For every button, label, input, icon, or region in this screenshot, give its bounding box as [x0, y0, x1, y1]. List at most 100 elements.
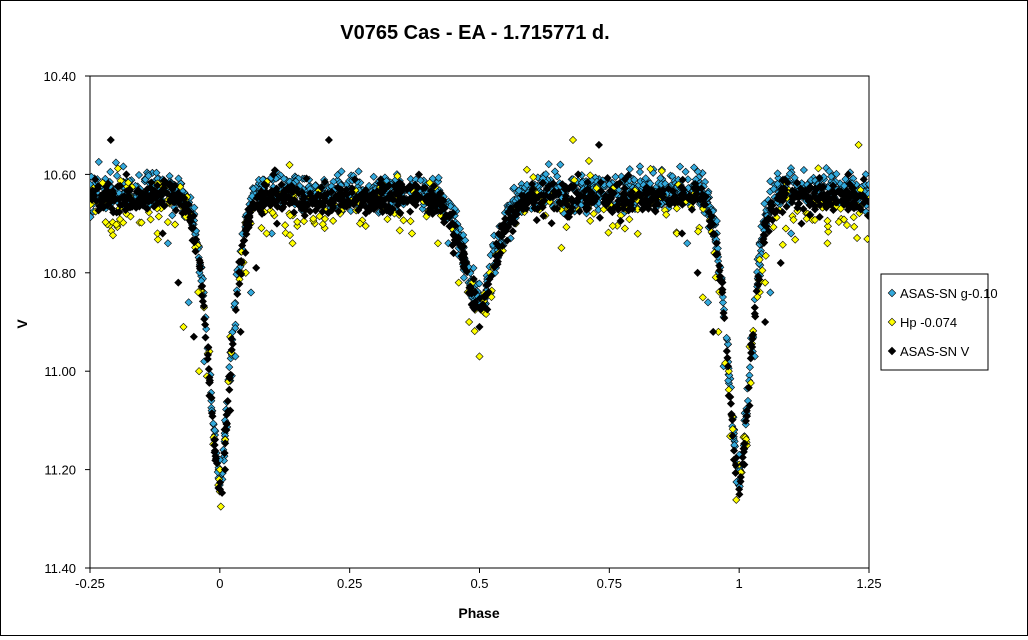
data-point [711, 250, 721, 259]
data-point [242, 230, 251, 239]
data-point [361, 196, 370, 205]
data-point [781, 224, 790, 233]
data-point [561, 185, 570, 194]
data-point [738, 453, 747, 462]
data-point [528, 185, 537, 194]
data-point [319, 201, 328, 210]
data-point [676, 162, 685, 171]
y-tick-label: 10.40 [43, 69, 76, 84]
data-point [778, 176, 787, 185]
y-axis: 10.40 10.60 10.80 11.00 11.20 11.40 [43, 69, 90, 576]
x-tick-label: 0.5 [470, 576, 488, 591]
data-point [388, 194, 398, 203]
data-point [700, 199, 709, 208]
data-point [726, 399, 735, 408]
data-point [429, 181, 439, 191]
data-point [510, 219, 519, 228]
data-point [778, 240, 787, 249]
data-point [201, 333, 210, 342]
data-point [745, 363, 754, 372]
data-point [277, 180, 286, 189]
data-point [553, 204, 562, 213]
data-point [195, 367, 204, 376]
data-point [847, 189, 856, 198]
data-point [698, 293, 707, 302]
data-point [318, 220, 327, 229]
data-point [683, 175, 692, 184]
data-point [799, 165, 808, 175]
data-point [816, 191, 825, 200]
data-point [844, 170, 853, 179]
data-point [690, 163, 699, 172]
data-point [196, 264, 205, 273]
data-point [189, 211, 198, 220]
data-point [393, 172, 402, 181]
data-point [170, 192, 179, 201]
data-point [154, 212, 163, 221]
data-point [602, 194, 611, 203]
data-point [620, 184, 629, 193]
data-point [745, 401, 754, 410]
data-point [281, 221, 290, 230]
data-point [584, 156, 593, 165]
data-point [446, 210, 455, 219]
data-point [252, 263, 261, 272]
x-tick-label: 1 [736, 576, 743, 591]
data-point [223, 397, 232, 406]
data-point [646, 179, 655, 188]
data-point [245, 217, 254, 226]
data-point [114, 195, 123, 204]
data-point [186, 216, 195, 225]
data-point [539, 212, 548, 221]
x-tick-label: -0.25 [75, 576, 105, 591]
data-point [238, 241, 247, 250]
data-point [119, 162, 128, 171]
data-point [354, 167, 363, 176]
data-point [574, 170, 583, 179]
data-point [356, 219, 365, 228]
data-point [768, 216, 777, 225]
data-point [732, 495, 741, 504]
data-point [709, 327, 718, 336]
data-point [728, 415, 737, 424]
data-point [532, 216, 541, 225]
data-point [94, 182, 103, 191]
data-point [678, 229, 687, 238]
data-point [100, 188, 109, 197]
data-point [839, 215, 848, 224]
data-point [433, 239, 442, 248]
data-point [782, 202, 791, 211]
data-points [90, 135, 869, 511]
data-point [191, 247, 200, 256]
data-point [235, 279, 244, 288]
data-point [475, 352, 484, 361]
data-point [554, 188, 563, 197]
data-point [819, 172, 828, 182]
data-point [527, 194, 536, 203]
data-point [231, 305, 240, 315]
data-point [503, 236, 512, 245]
data-point [618, 195, 627, 204]
data-point [353, 193, 362, 202]
data-point [687, 205, 697, 214]
data-point [143, 204, 152, 213]
data-point [766, 198, 775, 207]
data-point [787, 229, 796, 238]
data-point [203, 350, 212, 359]
data-point [237, 256, 246, 265]
data-point [113, 164, 123, 173]
data-point [735, 485, 744, 494]
data-point [90, 212, 95, 221]
data-point [213, 459, 222, 468]
data-point [546, 193, 555, 202]
data-point [215, 485, 224, 494]
data-point [194, 288, 203, 297]
data-point [547, 219, 556, 228]
data-point [157, 197, 166, 206]
data-point [205, 378, 214, 387]
data-point [652, 195, 661, 204]
data-point [204, 365, 213, 374]
data-point [132, 203, 141, 212]
data-point [181, 207, 190, 216]
data-point [395, 226, 404, 235]
